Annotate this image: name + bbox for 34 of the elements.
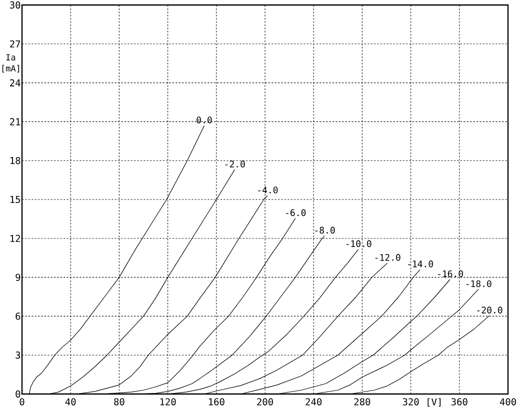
y-tick-label: 12 — [10, 234, 20, 242]
x-tick-label: 40 — [65, 398, 76, 406]
x-tick-label: 80 — [114, 398, 124, 406]
y-tick-label: 18 — [10, 157, 20, 164]
x-tick-label: 360 — [451, 398, 468, 406]
y-tick-label: 3 — [16, 352, 20, 359]
y-axis-title: Ia [mA] — [2, 54, 20, 72]
x-tick-label: 240 — [306, 398, 322, 406]
series-label: -18.0 — [466, 280, 492, 288]
y-tick-label: 21 — [10, 118, 20, 126]
y-tick-label: 6 — [16, 312, 20, 320]
y-tick-label: 0 — [16, 390, 20, 398]
series-label: -10.0 — [346, 240, 372, 248]
y-tick-label: 15 — [10, 196, 20, 204]
y-tick-label: 30 — [10, 1, 20, 9]
x-tick-label: 320 — [402, 398, 419, 406]
y-tick-label: 27 — [10, 40, 20, 48]
series-label: -16.0 — [438, 270, 464, 278]
y-tick-label: 9 — [16, 274, 20, 281]
x-tick-label: 400 — [500, 398, 516, 406]
x-axis-title: [V] — [428, 398, 441, 407]
y-tick-label: 24 — [10, 79, 20, 86]
x-tick-label: 200 — [257, 398, 273, 406]
series-label: -2.0 — [225, 160, 245, 168]
series-label: -12.0 — [375, 254, 400, 261]
series-label: -4.0 — [258, 186, 278, 194]
series-label: 0.0 — [196, 116, 212, 124]
series-label: -6.0 — [286, 209, 306, 216]
series-label: -8.0 — [315, 226, 335, 234]
x-tick-label: 120 — [160, 398, 176, 406]
x-tick-label: 280 — [354, 398, 370, 406]
x-tick-label: 160 — [208, 398, 224, 406]
series-label: -20.0 — [477, 306, 502, 314]
series-label: -14.0 — [408, 260, 433, 268]
